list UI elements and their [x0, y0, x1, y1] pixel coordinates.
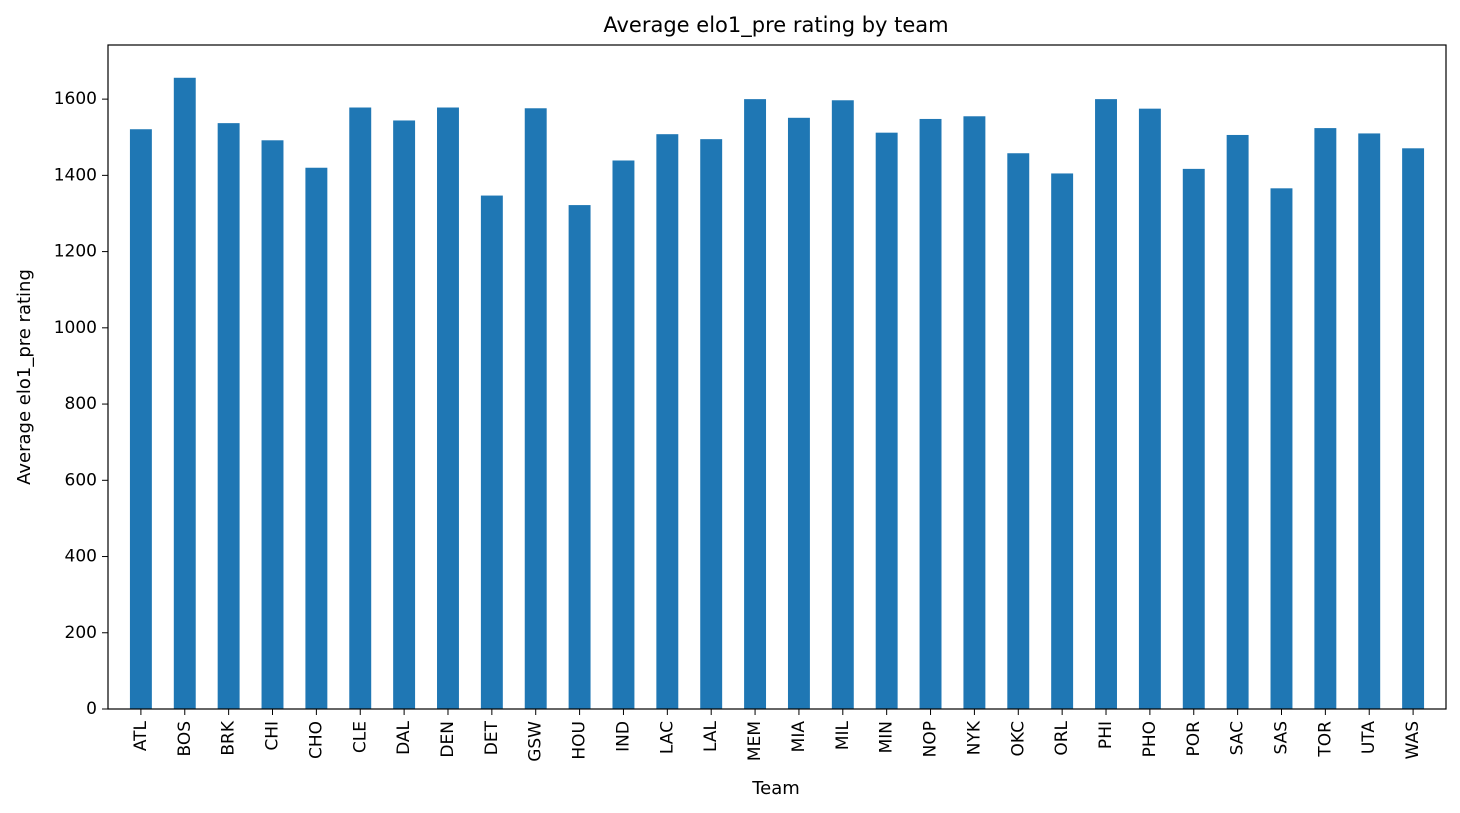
y-tick-label: 0	[86, 699, 97, 719]
x-tick-label: OKC	[1008, 721, 1028, 756]
bar-was	[1402, 148, 1425, 710]
y-tick-label: 800	[65, 394, 97, 414]
bar-orl	[1051, 173, 1074, 709]
bar-pho	[1138, 108, 1161, 709]
bar-dal	[393, 120, 416, 710]
bar-cle	[349, 107, 372, 709]
x-tick-label: LAC	[657, 721, 677, 754]
x-tick-label: TOR	[1315, 721, 1335, 758]
bar-lac	[656, 134, 679, 709]
y-tick-label: 1200	[54, 242, 97, 262]
x-tick-label: MIN	[877, 721, 897, 753]
bar-por	[1182, 168, 1205, 709]
bar-tor	[1314, 128, 1337, 710]
x-tick-label: ATL	[131, 720, 151, 751]
x-axis-label: Team	[751, 778, 800, 799]
x-tick-label: NOP	[921, 721, 941, 757]
x-tick-label: DEN	[438, 721, 458, 758]
bar-okc	[1007, 153, 1030, 709]
bar-nyk	[963, 116, 986, 709]
bar-mil	[831, 100, 854, 709]
bar-hou	[568, 205, 591, 709]
x-tick-label: SAC	[1228, 721, 1248, 755]
bar-det	[480, 195, 503, 709]
x-tick-label: WAS	[1403, 721, 1423, 759]
y-tick-label: 400	[65, 547, 97, 567]
y-tick-label: 200	[65, 623, 97, 643]
x-tick-label: PHI	[1096, 721, 1116, 749]
bar-lal	[700, 139, 723, 709]
x-tick-label: PHO	[1140, 721, 1160, 757]
y-tick-label: 1000	[54, 318, 97, 338]
x-tick-label: GSW	[526, 721, 546, 762]
bar-phi	[1095, 99, 1117, 709]
y-axis-ticks: 0 200 400 600 800 1000 1200 1400 1600	[54, 89, 108, 719]
x-tick-label: NYK	[964, 720, 984, 755]
y-tick-label: 1600	[54, 89, 97, 109]
bar-uta	[1358, 133, 1381, 709]
y-tick-label: 600	[65, 470, 97, 490]
x-tick-label: UTA	[1359, 721, 1379, 755]
bar-atl	[129, 129, 152, 710]
x-tick-label: LAL	[701, 720, 721, 751]
x-tick-label: SAS	[1271, 721, 1291, 755]
x-axis-ticks: ATL BOS BRK CHI CHO CLE DAL DEN DET GSW HOU IND LAC L…	[131, 709, 1423, 762]
x-tick-label: IND	[613, 721, 633, 752]
bar-ind	[612, 160, 635, 710]
bar-den	[437, 107, 459, 709]
x-tick-label: CHO	[306, 721, 326, 759]
bar-chi	[261, 140, 284, 710]
x-tick-label: MEM	[745, 721, 765, 761]
bar-bos	[173, 77, 196, 709]
bar-sac	[1226, 134, 1249, 709]
bar-mem	[744, 99, 767, 709]
x-tick-label: BRK	[219, 720, 239, 755]
bar-gsw	[524, 108, 547, 709]
y-tick-label: 1400	[54, 165, 97, 185]
bar-mia	[787, 117, 810, 710]
bars-group	[129, 77, 1425, 710]
bar-cho	[305, 167, 328, 710]
x-tick-label: POR	[1184, 721, 1204, 757]
bar-nop	[919, 118, 942, 709]
x-tick-label: CHI	[263, 721, 283, 751]
x-tick-label: HOU	[570, 721, 590, 760]
bar-sas	[1270, 188, 1293, 709]
x-tick-label: ORL	[1052, 720, 1072, 755]
bar-min	[875, 132, 898, 710]
x-tick-label: MIA	[789, 721, 809, 753]
x-tick-label: DET	[482, 720, 502, 755]
x-tick-label: DAL	[394, 720, 414, 754]
bar-brk	[217, 123, 240, 709]
chart-title: Average elo1_pre rating by team	[603, 13, 948, 38]
plot-frame	[107, 44, 1447, 710]
x-tick-label: MIL	[833, 720, 853, 750]
x-tick-label: CLE	[350, 721, 370, 753]
x-tick-label: BOS	[175, 721, 195, 757]
y-axis-label: Average elo1_pre rating	[14, 269, 35, 485]
